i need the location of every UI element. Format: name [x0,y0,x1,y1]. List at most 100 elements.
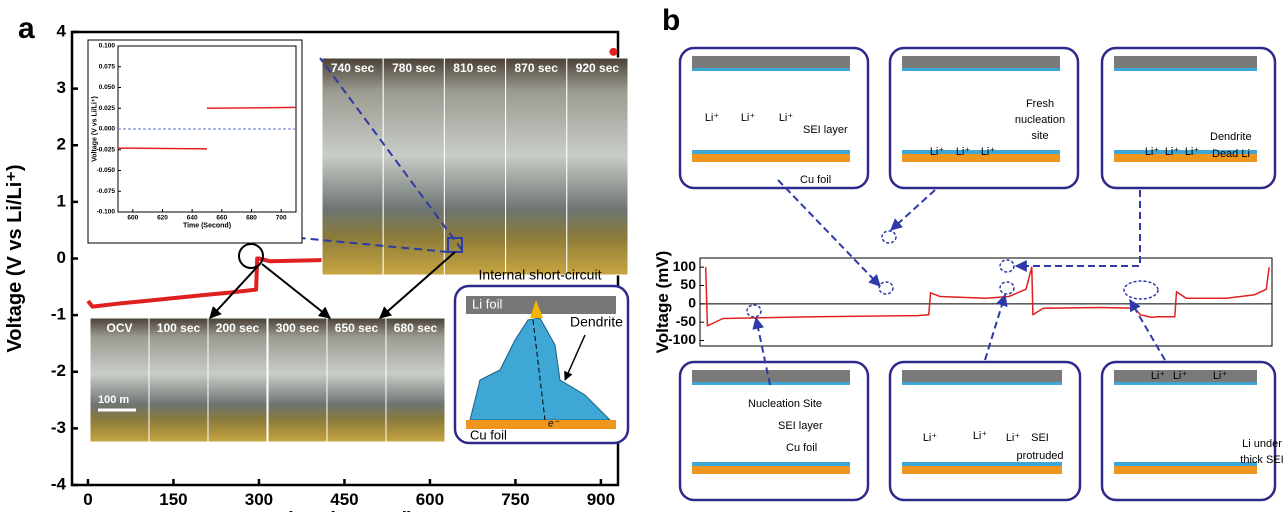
sei-bottom [692,462,850,466]
marker-ellipse [999,259,1015,273]
schematic-label: Li⁺ [705,112,720,124]
x-tick-label: 750 [501,490,529,509]
y-tick-label: 0.050 [99,84,116,91]
schematic-label: Li⁺ [956,146,971,158]
schematic-label: Cu foil [800,174,831,186]
y-tick-label: -0.100 [97,209,116,216]
arrow [777,179,881,287]
arrow [209,265,259,319]
marker-ellipse [881,230,897,244]
arrow [379,251,456,319]
y-tick-label: 0.100 [99,43,116,50]
x-tick-label: 600 [416,490,444,509]
cu-foil [902,466,1062,474]
schematic-label: Li⁺ [1151,370,1166,382]
schematic-label: nucleation [1015,114,1065,126]
li-foil [466,296,616,314]
short-circuit-schematic: Internal short-circuit Li foil Dendrite … [453,267,630,445]
photo-label: 300 sec [276,321,320,335]
schematic-label: Li⁺ [981,146,996,158]
photo-label: 780 sec [392,61,436,75]
photo-label: 810 sec [453,61,497,75]
sei-top [692,382,850,385]
plot-frame [699,257,1273,347]
photo-frame [89,317,150,443]
schematic-label: Li⁺ [1006,432,1021,444]
cu-foil [466,420,616,429]
photo-frame [267,317,328,443]
y-axis-label: Voltage (V vs Li/Li⁺) [91,96,98,162]
y-tick-label: -0.075 [97,188,116,195]
photo-label: 680 sec [394,321,438,335]
photo-frame [505,57,568,276]
schematic-label: SEI [1031,432,1049,444]
y-tick-label: 2 [57,135,66,154]
x-tick-label: 0 [83,490,92,509]
data-line [704,266,1270,327]
x-tick-label: 600 [127,215,138,222]
arrow [890,189,936,231]
x-tick-label: 660 [216,215,227,222]
sei-bottom [1114,150,1257,154]
li-foil [902,370,1062,382]
schematic-label: Fresh [1026,98,1054,110]
inset: -0.100 -0.075 -0.050 -0.025 0.000 0.025 0.050 0… [87,39,303,244]
y-axis-label: Voltage (mV) [653,251,672,354]
schematic-label: Li⁺ [1145,146,1160,158]
photo-frame [385,317,446,443]
y-tick-label: -2 [51,361,66,380]
panel-label: b [662,4,680,37]
y-tick-label: -100 [668,331,696,347]
arrows [752,179,1166,386]
arrow [984,293,1008,361]
photo-frame [207,317,268,443]
photo-frame [326,317,387,443]
zoom-circle [238,243,264,269]
photo-frame [566,57,629,276]
x-tick-label: 620 [157,215,168,222]
photo-label: 740 sec [331,61,375,75]
schematic-label: Dendrite [1210,131,1252,143]
li-foil [1114,370,1257,382]
zoom-line [319,57,463,251]
x-tick-label: 150 [159,490,187,509]
sei-top [1114,68,1257,71]
x-tick-label: 640 [187,215,198,222]
li-foil [902,56,1060,68]
x-tick-label: 900 [587,490,615,509]
y-tick-label: 0.075 [99,63,116,70]
y-tick-label: 0.000 [99,126,116,133]
x-tick-label: 450 [330,490,358,509]
sei-bottom [902,462,1062,466]
x-tick-label: 300 [245,490,273,509]
photo-label: 100 sec [157,321,201,335]
schematic-label: Li under [1242,438,1282,450]
sei-bottom [1114,462,1257,466]
panel-label: a [18,12,35,45]
arrow [261,263,331,319]
x-axis-label: Time (Second) [276,509,413,512]
arrow [564,334,586,381]
sei-top [902,68,1060,71]
schematics: Li⁺ Li⁺ Li⁺ SEI layer Cu foil Li⁺ Li⁺ Li⁺ Fresh n… [678,46,1284,502]
y-tick-label: -4 [51,474,67,493]
photo-frame [382,57,445,276]
schematic-label: Dead Li [1212,148,1250,160]
sei-top [902,382,1062,385]
label: Li foil [472,296,502,311]
cu-foil [902,154,1060,162]
schematic-label: Li⁺ [930,146,945,158]
li-foil [692,56,850,68]
photo-label: 870 sec [515,61,559,75]
y-tick-label: 3 [57,78,66,97]
y-tick-label: -0.025 [97,146,116,153]
schematic-label: Li⁺ [779,112,794,124]
schematic-label: Cu foil [786,442,817,454]
y-axis-label: Voltage (V vs Li/Li⁺) [4,164,26,352]
label: e⁻ [548,419,560,430]
arrow [1014,190,1141,272]
cu-foil [1114,466,1257,474]
schematic-label: Li⁺ [1165,146,1180,158]
